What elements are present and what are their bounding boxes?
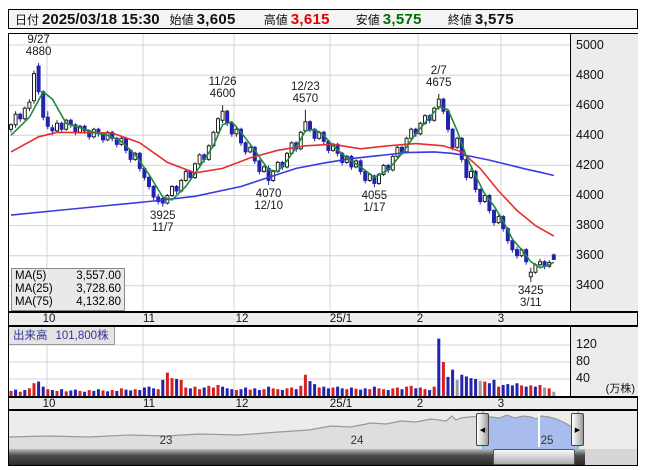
quote-header: 日付 2025/03/18 15:30 始値 3,605 高値 3,615 安値… [8, 9, 638, 29]
volume-header-badge: 出来高 101,800株 [9, 327, 115, 345]
ma25-row: MA(25) 3,728.60 [15, 283, 121, 296]
month-label: 12 [235, 313, 249, 325]
high-value: 3,615 [290, 10, 330, 28]
month-label: 3 [497, 398, 505, 410]
chart-annotation: 3925 11/7 [150, 209, 176, 234]
chart-annotation: 4055 1/17 [361, 190, 388, 215]
ma5-label: MA(5) [15, 270, 47, 282]
x-axis-strip-top: 10 11 12 25/1 2 3 [8, 312, 638, 326]
chart-annotation: 12/23 4570 [291, 80, 320, 105]
range-navigator: ◀ ▶ 23 24 25 [8, 410, 638, 466]
chart-annotation: 9/27 4880 [25, 34, 52, 59]
chart-annotation: 11/26 4600 [208, 76, 237, 101]
price-axis-tick: 4400 [576, 127, 604, 142]
navigator-year-label: 23 [159, 435, 173, 447]
right-arrow-icon: ▶ [574, 426, 581, 434]
ma5-line [10, 90, 555, 269]
low-label: 安値 [355, 12, 380, 27]
navigator-year-label: 24 [350, 435, 364, 447]
price-plot[interactable] [9, 34, 570, 311]
ma25-line [10, 131, 555, 237]
month-label: 2 [416, 313, 424, 325]
navigator-left-arrow-button[interactable]: ◀ [476, 413, 489, 446]
price-axis-tick: 4200 [576, 157, 604, 172]
open-label: 始値 [169, 12, 194, 27]
volume-value: 101,800株 [55, 330, 109, 342]
month-label: 2 [416, 398, 424, 410]
chart-annotation: 4070 12/10 [254, 187, 283, 212]
close-value: 3,575 [474, 10, 514, 28]
ma25-label: MA(25) [15, 283, 53, 295]
price-axis-tick: 4000 [576, 188, 604, 202]
left-arrow-icon: ◀ [479, 426, 486, 434]
month-label: 3 [497, 313, 505, 325]
price-axis-tick: 5000 [576, 37, 604, 52]
month-label: 11 [143, 398, 155, 410]
price-axis-tick: 4600 [576, 97, 604, 112]
ma-legend: MA(5) 3,557.00 MA(25) 3,728.60 MA(75) 4,… [11, 268, 125, 311]
price-axis-panel: 5000 4800 4600 4400 4200 4000 3800 3600 3400 [570, 34, 638, 311]
month-label: 10 [42, 313, 56, 325]
open-value: 3,605 [196, 10, 236, 28]
price-axis-tick: 3400 [576, 278, 604, 293]
ma75-row: MA(75) 4,132.80 [15, 296, 121, 309]
volume-axis-tick: 120 [576, 337, 597, 351]
month-label: 25/1 [329, 313, 353, 325]
price-chart-panel: 5000 4800 4600 4400 4200 4000 3800 3600 3400 MA(… [8, 33, 638, 312]
horizontal-scrollbar [9, 449, 637, 465]
ma75-value: 4,132.80 [76, 296, 121, 308]
scrollbar-track[interactable] [9, 449, 585, 465]
ma75-label: MA(75) [15, 296, 53, 308]
chart-annotation: 3425 3/11 [518, 285, 544, 310]
close-label: 終値 [447, 12, 472, 27]
scrollbar-thumb[interactable] [493, 449, 575, 465]
price-axis-tick: 3600 [576, 248, 604, 263]
month-label: 12 [235, 398, 249, 410]
ma5-value: 3,557.00 [76, 270, 121, 282]
navigator-right-arrow-button[interactable]: ▶ [571, 413, 584, 446]
scrollbar-track-end [585, 449, 637, 465]
ma75-line [10, 151, 554, 216]
ma25-value: 3,728.60 [76, 283, 121, 295]
chart-annotation: 2/7 4675 [426, 64, 452, 89]
month-label: 25/1 [329, 398, 353, 410]
month-label: 10 [42, 398, 56, 410]
volume-label: 出来高 [13, 330, 48, 342]
high-label: 高値 [263, 12, 288, 27]
date-label: 日付 [15, 12, 40, 27]
month-label: 11 [143, 313, 155, 325]
volume-axis-unit: (万株) [605, 383, 635, 395]
volume-axis-tick: 80 [576, 354, 590, 368]
ma5-row: MA(5) 3,557.00 [15, 270, 121, 283]
price-axis-tick: 3800 [576, 218, 604, 233]
low-value: 3,575 [382, 10, 422, 28]
volume-axis-tick: 40 [576, 371, 590, 385]
price-axis-tick: 4800 [576, 67, 604, 82]
navigator-year-label: 25 [540, 435, 554, 447]
navigator-overview[interactable] [9, 411, 637, 449]
volume-plot[interactable] [9, 327, 570, 396]
x-axis-strip-bottom: 10 11 12 25/1 2 3 [8, 397, 638, 410]
date-value: 2025/03/18 15:30 [42, 10, 160, 28]
volume-axis-panel: 120 80 40 (万株) [570, 327, 638, 396]
volume-chart-panel: 120 80 40 (万株) 出来高 101,800株 [8, 326, 638, 397]
